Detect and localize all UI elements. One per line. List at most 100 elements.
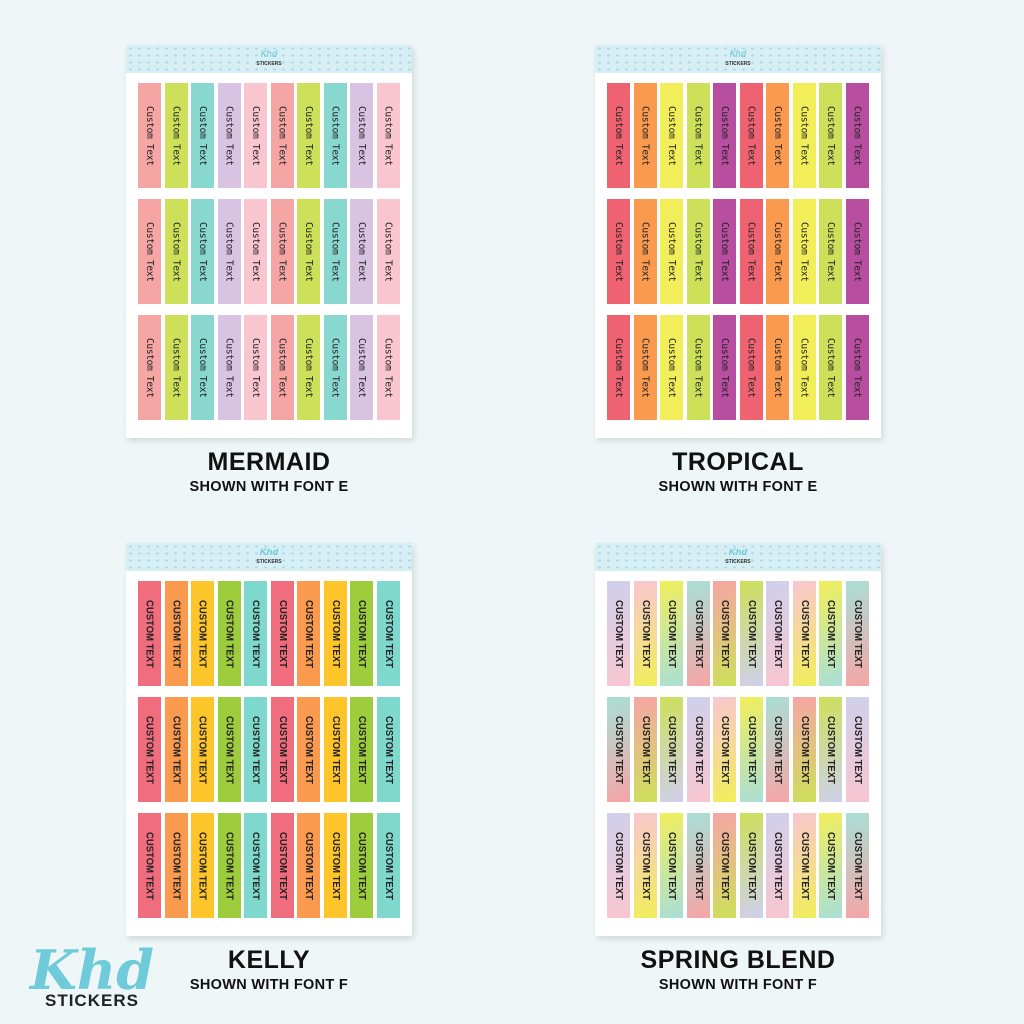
strip-text: CUSTOM TEXT	[222, 599, 236, 668]
sticker-strip: CUSTOM TEXT	[739, 581, 763, 686]
strip-text: CUSTOM TEXT	[249, 715, 262, 784]
strip-text: CUSTOM TEXT	[638, 831, 652, 900]
strip-text: Custom Text	[144, 221, 155, 282]
sticker-sheet-tropical: Khd STICKERS Custom Text Custom Text Custom …	[595, 45, 881, 438]
sticker-strip: CUSTOM TEXT	[819, 697, 842, 802]
strip-text: Custom Text	[197, 337, 208, 398]
sticker-strip: Custom Text	[350, 83, 373, 188]
strip-text: Custom Text	[851, 105, 863, 166]
strip-text: CUSTOM TEXT	[638, 715, 652, 784]
strip-text: CUSTOM TEXT	[665, 715, 678, 784]
strip-text: CUSTOM TEXT	[691, 831, 705, 900]
sticker-sheet-kelly: Khd STICKERS CUSTOM TEXT CUSTOM TEXT CUSTOM …	[126, 543, 412, 936]
strip-text: Custom Text	[382, 337, 394, 398]
strip-text: CUSTOM TEXT	[169, 599, 183, 668]
strip-text: CUSTOM TEXT	[249, 831, 262, 900]
sticker-strip: Custom Text	[297, 199, 320, 304]
sheet-header-band: Khd STICKERS	[126, 543, 412, 571]
strip-text: CUSTOM TEXT	[355, 831, 368, 900]
sticker-strip: Custom Text	[297, 83, 320, 188]
strip-text: CUSTOM TEXT	[771, 715, 784, 784]
sticker-strip: Custom Text	[633, 199, 657, 304]
sheet-title: MERMAID	[207, 448, 331, 476]
sticker-strip: Custom Text	[323, 83, 347, 188]
sticker-strip: Custom Text	[323, 199, 347, 304]
sticker-strip: Custom Text	[819, 83, 842, 188]
strip-text: Custom Text	[719, 105, 730, 166]
sticker-strip: CUSTOM TEXT	[376, 813, 400, 918]
sticker-strip: CUSTOM TEXT	[739, 813, 763, 918]
strip-text: CUSTOM TEXT	[824, 599, 837, 668]
strip-text: Custom Text	[170, 105, 182, 166]
strip-text: CUSTOM TEXT	[850, 599, 864, 668]
sticker-strip: CUSTOM TEXT	[217, 581, 241, 686]
strip-text: Custom Text	[613, 337, 624, 398]
strip-text: Custom Text	[276, 337, 288, 398]
sticker-sheet-mermaid: Khd STICKERS Custom Text Custom Text Custom …	[126, 45, 412, 438]
strip-text: Custom Text	[197, 105, 208, 166]
sticker-strip: CUSTOM TEXT	[217, 697, 241, 802]
sticker-strip: Custom Text	[191, 315, 214, 420]
strip-text: Custom Text	[851, 221, 863, 282]
sticker-strip: CUSTOM TEXT	[270, 581, 294, 686]
sheet-logo: Khd STICKERS	[725, 547, 751, 565]
sheet-title: TROPICAL	[672, 448, 804, 476]
sticker-strip: Custom Text	[350, 315, 373, 420]
sticker-strip: CUSTOM TEXT	[191, 813, 214, 918]
sticker-strip: CUSTOM TEXT	[323, 813, 347, 918]
strip-text: CUSTOM TEXT	[143, 599, 156, 668]
sticker-strip: CUSTOM TEXT	[660, 697, 683, 802]
strip-text: Custom Text	[851, 337, 863, 398]
strip-text: Custom Text	[692, 105, 704, 166]
sticker-strip: Custom Text	[350, 199, 373, 304]
strip-text: CUSTOM TEXT	[249, 599, 262, 668]
strip-text: CUSTOM TEXT	[275, 831, 289, 900]
strip-text: Custom Text	[276, 221, 288, 282]
strip-text: CUSTOM TEXT	[850, 715, 864, 784]
sticker-strip: Custom Text	[138, 315, 161, 420]
sticker-strip: Custom Text	[217, 199, 241, 304]
sticker-strip: Custom Text	[607, 83, 630, 188]
sticker-strip: Custom Text	[270, 315, 294, 420]
sticker-strip: Custom Text	[792, 83, 816, 188]
sticker-strip: CUSTOM TEXT	[191, 697, 214, 802]
strip-text: Custom Text	[772, 221, 783, 282]
sticker-strip: Custom Text	[323, 315, 347, 420]
strip-text: Custom Text	[329, 221, 341, 282]
sheet-header-band: Khd STICKERS	[595, 45, 881, 73]
sheet-logo: Khd STICKERS	[256, 547, 282, 565]
sticker-strip: Custom Text	[766, 199, 789, 304]
sheet-subtitle: SHOWN WITH FONT F	[658, 977, 818, 993]
strip-text: Custom Text	[197, 221, 208, 282]
sticker-strip: CUSTOM TEXT	[633, 813, 657, 918]
strip-text: CUSTOM TEXT	[850, 831, 864, 900]
strip-text: Custom Text	[303, 105, 314, 166]
strip-text: CUSTOM TEXT	[355, 599, 368, 668]
sticker-strip: CUSTOM TEXT	[323, 697, 347, 802]
sticker-strip: Custom Text	[792, 315, 816, 420]
sticker-strip: Custom Text	[845, 199, 869, 304]
sticker-strip: Custom Text	[713, 199, 736, 304]
strip-text: Custom Text	[639, 337, 651, 398]
sticker-strip: CUSTOM TEXT	[350, 697, 373, 802]
sticker-strip: Custom Text	[217, 315, 241, 420]
sticker-strip: CUSTOM TEXT	[323, 581, 347, 686]
strip-text: Custom Text	[798, 337, 810, 398]
strip-text: CUSTOM TEXT	[302, 599, 315, 668]
sticker-strip: Custom Text	[191, 83, 214, 188]
strip-text: Custom Text	[250, 105, 261, 166]
strip-text: CUSTOM TEXT	[771, 599, 784, 668]
strip-text: Custom Text	[223, 221, 235, 282]
strip-text: CUSTOM TEXT	[302, 715, 315, 784]
strip-text: CUSTOM TEXT	[143, 831, 156, 900]
strip-text: Custom Text	[745, 337, 757, 398]
sticker-strip: Custom Text	[845, 315, 869, 420]
sticker-strip: Custom Text	[217, 83, 241, 188]
sticker-strip: CUSTOM TEXT	[350, 581, 373, 686]
sticker-strip: CUSTOM TEXT	[766, 813, 789, 918]
sticker-strip: CUSTOM TEXT	[739, 697, 763, 802]
sticker-strip: Custom Text	[607, 199, 630, 304]
strip-text: CUSTOM TEXT	[797, 715, 811, 784]
strip-text: CUSTOM TEXT	[718, 831, 731, 900]
sticker-strip: CUSTOM TEXT	[845, 697, 869, 802]
